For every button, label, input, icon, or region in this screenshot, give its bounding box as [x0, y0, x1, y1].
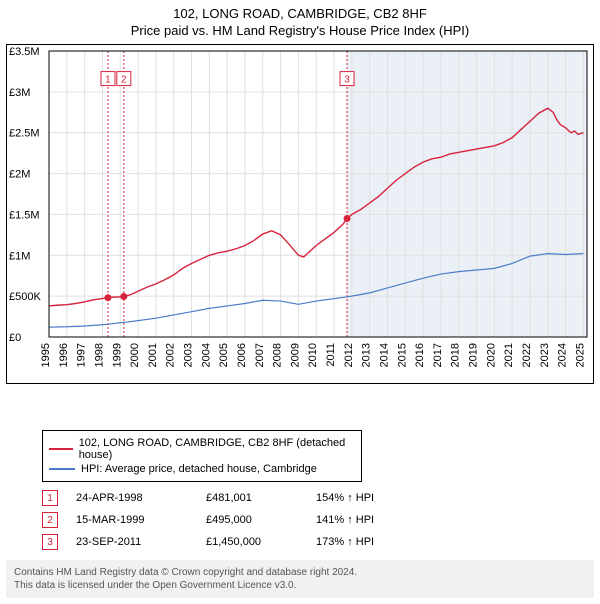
svg-text:2014: 2014 [378, 343, 390, 367]
svg-text:£500K: £500K [9, 291, 41, 303]
svg-text:2021: 2021 [503, 343, 515, 367]
svg-text:£1M: £1M [9, 250, 30, 262]
sale-hpi: 173% ↑ HPI [316, 536, 436, 548]
svg-text:2002: 2002 [165, 343, 177, 367]
sale-hpi: 141% ↑ HPI [316, 514, 436, 526]
sale-date: 24-APR-1998 [76, 492, 206, 504]
svg-text:2003: 2003 [183, 343, 195, 367]
svg-text:2024: 2024 [557, 343, 569, 367]
svg-text:£2M: £2M [9, 169, 30, 181]
svg-text:2017: 2017 [432, 343, 444, 367]
svg-text:2019: 2019 [468, 343, 480, 367]
svg-text:1: 1 [105, 75, 111, 86]
title-address: 102, LONG ROAD, CAMBRIDGE, CB2 8HF [0, 6, 600, 21]
sale-row: 1 24-APR-1998£481,001154% ↑ HPI [42, 490, 594, 506]
sale-date: 23-SEP-2011 [76, 536, 206, 548]
svg-text:1996: 1996 [58, 343, 70, 367]
footer-line-2: This data is licensed under the Open Gov… [14, 579, 586, 592]
legend-row: HPI: Average price, detached house, Camb… [49, 463, 355, 475]
svg-text:2015: 2015 [396, 343, 408, 367]
footer-line-1: Contains HM Land Registry data © Crown c… [14, 566, 586, 579]
svg-text:2025: 2025 [574, 343, 586, 367]
svg-text:£3M: £3M [9, 87, 30, 99]
svg-text:2009: 2009 [289, 343, 301, 367]
svg-text:2012: 2012 [343, 343, 355, 367]
sale-price: £481,001 [206, 492, 316, 504]
sale-row: 3 23-SEP-2011£1,450,000173% ↑ HPI [42, 534, 594, 550]
legend-swatch [49, 468, 75, 470]
sale-date: 15-MAR-1999 [76, 514, 206, 526]
svg-text:2010: 2010 [307, 343, 319, 367]
svg-text:1995: 1995 [40, 343, 52, 367]
legend-label: HPI: Average price, detached house, Camb… [81, 463, 317, 475]
svg-text:1997: 1997 [76, 343, 88, 367]
legend-label: 102, LONG ROAD, CAMBRIDGE, CB2 8HF (deta… [79, 437, 355, 461]
sale-badge: 3 [42, 534, 58, 550]
svg-text:2011: 2011 [325, 343, 337, 367]
svg-text:3: 3 [344, 75, 350, 86]
legend-swatch [49, 448, 73, 450]
footer-attribution: Contains HM Land Registry data © Crown c… [6, 560, 594, 598]
sale-price: £495,000 [206, 514, 316, 526]
svg-text:£3.5M: £3.5M [9, 46, 40, 58]
sales-table: 1 24-APR-1998£481,001154% ↑ HPI 2 15-MAR-19… [42, 490, 594, 550]
chart-svg: £0 £500K £1M £1.5M £2M £2.5M £3M £3.5M 1995 1996 1… [7, 45, 593, 383]
svg-text:2005: 2005 [218, 343, 230, 367]
svg-text:2007: 2007 [254, 343, 266, 367]
chart-area: £0 £500K £1M £1.5M £2M £2.5M £3M £3.5M 1995 1996 1… [6, 44, 594, 384]
sale-badge: 1 [42, 490, 58, 506]
legend-row: 102, LONG ROAD, CAMBRIDGE, CB2 8HF (deta… [49, 437, 355, 461]
svg-text:2008: 2008 [272, 343, 284, 367]
sale-price: £1,450,000 [206, 536, 316, 548]
svg-text:£0: £0 [9, 332, 21, 344]
svg-text:1999: 1999 [111, 343, 123, 367]
svg-text:2006: 2006 [236, 343, 248, 367]
legend: 102, LONG ROAD, CAMBRIDGE, CB2 8HF (deta… [42, 430, 362, 482]
svg-text:1998: 1998 [93, 343, 105, 367]
sale-row: 2 15-MAR-1999£495,000141% ↑ HPI [42, 512, 594, 528]
chart-container: 102, LONG ROAD, CAMBRIDGE, CB2 8HF Price… [0, 0, 600, 598]
svg-text:2022: 2022 [521, 343, 533, 367]
svg-text:2004: 2004 [200, 343, 212, 367]
svg-text:2013: 2013 [361, 343, 373, 367]
title-block: 102, LONG ROAD, CAMBRIDGE, CB2 8HF Price… [0, 0, 600, 40]
svg-text:2020: 2020 [485, 343, 497, 367]
title-subtitle: Price paid vs. HM Land Registry's House … [0, 23, 600, 38]
svg-text:2016: 2016 [414, 343, 426, 367]
svg-text:2023: 2023 [539, 343, 551, 367]
sale-badge: 2 [42, 512, 58, 528]
sale-hpi: 154% ↑ HPI [316, 492, 436, 504]
svg-text:2001: 2001 [147, 343, 159, 367]
svg-text:2000: 2000 [129, 343, 141, 367]
svg-text:£2.5M: £2.5M [9, 128, 40, 140]
svg-text:£1.5M: £1.5M [9, 209, 40, 221]
svg-text:2: 2 [121, 75, 127, 86]
svg-text:2018: 2018 [450, 343, 462, 367]
